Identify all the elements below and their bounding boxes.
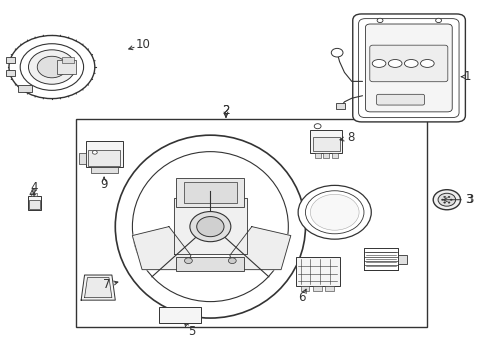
Circle shape <box>443 202 445 203</box>
Bar <box>176 178 244 207</box>
Bar <box>159 307 200 323</box>
Bar <box>76 119 427 327</box>
Circle shape <box>432 190 460 210</box>
Text: 10: 10 <box>135 38 150 51</box>
Ellipse shape <box>134 153 286 300</box>
Bar <box>27 196 41 211</box>
Ellipse shape <box>404 59 417 67</box>
Bar <box>31 193 37 196</box>
Ellipse shape <box>132 152 288 302</box>
Bar <box>312 137 339 151</box>
Bar <box>331 153 337 158</box>
Polygon shape <box>84 278 112 298</box>
Circle shape <box>92 150 97 154</box>
Circle shape <box>435 18 441 23</box>
Bar <box>5 57 15 63</box>
Circle shape <box>437 193 455 206</box>
Text: 7: 7 <box>103 278 110 291</box>
Circle shape <box>443 196 445 198</box>
FancyBboxPatch shape <box>369 45 447 82</box>
Polygon shape <box>173 198 246 253</box>
Circle shape <box>228 258 236 264</box>
Bar <box>5 69 15 76</box>
Circle shape <box>310 194 358 230</box>
Ellipse shape <box>371 59 385 67</box>
Bar <box>183 182 237 203</box>
Bar <box>91 167 118 173</box>
Text: 2: 2 <box>222 104 229 117</box>
Text: 2: 2 <box>222 104 229 117</box>
FancyBboxPatch shape <box>358 19 458 118</box>
Circle shape <box>305 191 363 234</box>
Circle shape <box>20 44 83 90</box>
Bar <box>397 255 406 264</box>
Ellipse shape <box>115 135 305 318</box>
Bar <box>300 286 309 291</box>
Bar <box>312 286 321 291</box>
Bar <box>335 103 344 109</box>
Text: 8: 8 <box>346 131 354 144</box>
Bar <box>88 149 120 166</box>
Circle shape <box>189 212 230 242</box>
Bar <box>86 140 122 167</box>
Text: 4: 4 <box>29 187 36 200</box>
Circle shape <box>9 36 95 99</box>
Ellipse shape <box>387 59 401 67</box>
Circle shape <box>447 202 449 203</box>
Bar <box>18 85 32 92</box>
Polygon shape <box>132 226 190 270</box>
Circle shape <box>376 18 382 23</box>
Text: 6: 6 <box>298 291 305 304</box>
FancyBboxPatch shape <box>376 94 424 105</box>
Circle shape <box>28 50 75 84</box>
Bar <box>61 57 74 63</box>
Polygon shape <box>229 226 290 270</box>
Text: 3: 3 <box>466 193 473 206</box>
Text: 5: 5 <box>188 325 195 338</box>
Circle shape <box>449 199 451 201</box>
Bar <box>176 257 244 271</box>
Bar <box>79 153 86 164</box>
Text: 9: 9 <box>100 178 107 191</box>
Ellipse shape <box>420 59 433 67</box>
Circle shape <box>330 48 342 57</box>
Bar <box>323 153 329 158</box>
Text: 4: 4 <box>30 181 38 194</box>
Circle shape <box>441 199 443 201</box>
Circle shape <box>447 196 449 198</box>
Circle shape <box>196 217 224 237</box>
Bar <box>315 153 321 158</box>
Bar <box>325 286 333 291</box>
Circle shape <box>37 56 66 78</box>
Text: 1: 1 <box>463 70 470 83</box>
Polygon shape <box>81 275 115 300</box>
Bar <box>310 130 341 153</box>
Circle shape <box>298 185 370 239</box>
Bar <box>57 60 76 74</box>
Bar <box>29 200 40 209</box>
Circle shape <box>314 124 321 129</box>
Bar <box>295 257 339 286</box>
Text: 3: 3 <box>464 193 471 206</box>
FancyBboxPatch shape <box>365 24 451 112</box>
FancyBboxPatch shape <box>352 14 465 122</box>
Circle shape <box>184 258 192 264</box>
Polygon shape <box>363 248 397 270</box>
